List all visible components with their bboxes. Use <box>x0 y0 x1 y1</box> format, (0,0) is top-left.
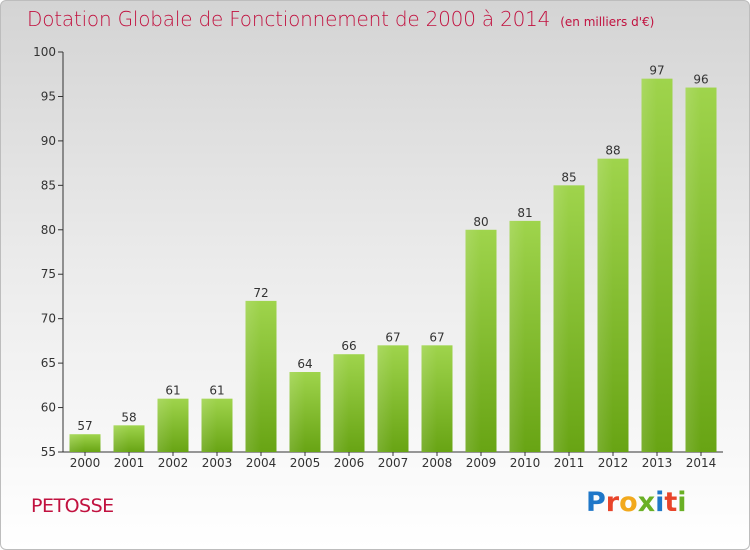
x-tick-label: 2012 <box>598 456 629 470</box>
y-tick-label: 55 <box>41 445 56 459</box>
chart-title-main: Dotation Globale de Fonctionnement de 20… <box>27 7 551 31</box>
x-tick-label: 2005 <box>290 456 321 470</box>
bar-value-label: 64 <box>297 357 312 371</box>
bar-highlight <box>685 87 701 453</box>
bar-highlight <box>113 425 129 452</box>
bar-highlight <box>597 158 613 452</box>
x-tick-label: 2010 <box>510 456 541 470</box>
x-tick-label: 2013 <box>642 456 673 470</box>
x-tick-label: 2002 <box>158 456 189 470</box>
logo-letter: o <box>619 487 638 518</box>
bar-value-label: 97 <box>649 64 664 78</box>
logo-letter: i <box>677 487 687 518</box>
bar-highlight <box>421 345 437 452</box>
bar-value-label: 61 <box>165 384 180 398</box>
logo-letter: x <box>637 487 656 518</box>
x-tick-label: 2004 <box>246 456 277 470</box>
commune-name: PETOSSE <box>31 495 114 517</box>
bar-value-label: 85 <box>561 170 576 184</box>
axes: 55 60 65 70 75 80 85 90 95 100 2000 2001 2002 2003 200… <box>33 45 723 470</box>
bar-highlight <box>157 398 173 452</box>
bar-highlight <box>377 345 393 452</box>
bar-highlight <box>289 372 305 452</box>
logo-letter: r <box>605 487 620 518</box>
y-tick-label: 95 <box>41 89 56 103</box>
x-tick-label: 2009 <box>466 456 497 470</box>
bar-highlight <box>245 300 261 452</box>
chart-title: Dotation Globale de Fonctionnement de 20… <box>27 7 654 31</box>
y-tick-label: 85 <box>41 178 56 192</box>
x-tick-label: 2001 <box>114 456 145 470</box>
bar-value-label: 57 <box>77 419 92 433</box>
bar-highlight <box>641 78 657 453</box>
bar-highlight <box>69 434 85 452</box>
x-tick-label: 2003 <box>202 456 233 470</box>
bar-value-label: 58 <box>121 410 136 424</box>
bar-highlight <box>553 185 569 453</box>
logo-letter: P <box>586 487 606 518</box>
bar-value-label: 88 <box>605 144 620 158</box>
y-tick-label: 70 <box>41 312 56 326</box>
y-tick-label: 75 <box>41 267 56 281</box>
bar-value-label: 72 <box>253 286 268 300</box>
y-tick-label: 60 <box>41 401 56 415</box>
x-tick-label: 2014 <box>686 456 717 470</box>
bar-value-label: 61 <box>209 384 224 398</box>
bar-value-label: 66 <box>341 339 356 353</box>
x-tick-label: 2008 <box>422 456 453 470</box>
y-tick-label: 80 <box>41 223 56 237</box>
bar-value-label: 81 <box>517 206 532 220</box>
y-tick-label: 100 <box>33 45 56 59</box>
bar-highlight <box>333 354 349 452</box>
bar-value-label: 80 <box>473 215 488 229</box>
bars: 57 58 61 61 72 64 66 67 67 80 81 85 88 97 96 <box>69 64 717 453</box>
x-tick-label: 2011 <box>554 456 585 470</box>
bar-highlight <box>509 220 525 452</box>
proxiti-logo: Proxiti <box>586 487 687 518</box>
y-tick-label: 65 <box>41 356 56 370</box>
chart-title-unit: (en milliers d'€) <box>560 15 655 29</box>
x-tick-label: 2006 <box>334 456 365 470</box>
logo-letter: i <box>655 487 665 518</box>
logo-letter: t <box>664 487 678 518</box>
x-tick-label: 2000 <box>70 456 101 470</box>
bar-highlight <box>465 229 481 452</box>
bar-value-label: 96 <box>693 73 708 87</box>
bar-value-label: 67 <box>429 330 444 344</box>
y-tick-label: 90 <box>41 134 56 148</box>
bar-value-label: 67 <box>385 330 400 344</box>
x-tick-label: 2007 <box>378 456 409 470</box>
bar-highlight <box>201 398 217 452</box>
